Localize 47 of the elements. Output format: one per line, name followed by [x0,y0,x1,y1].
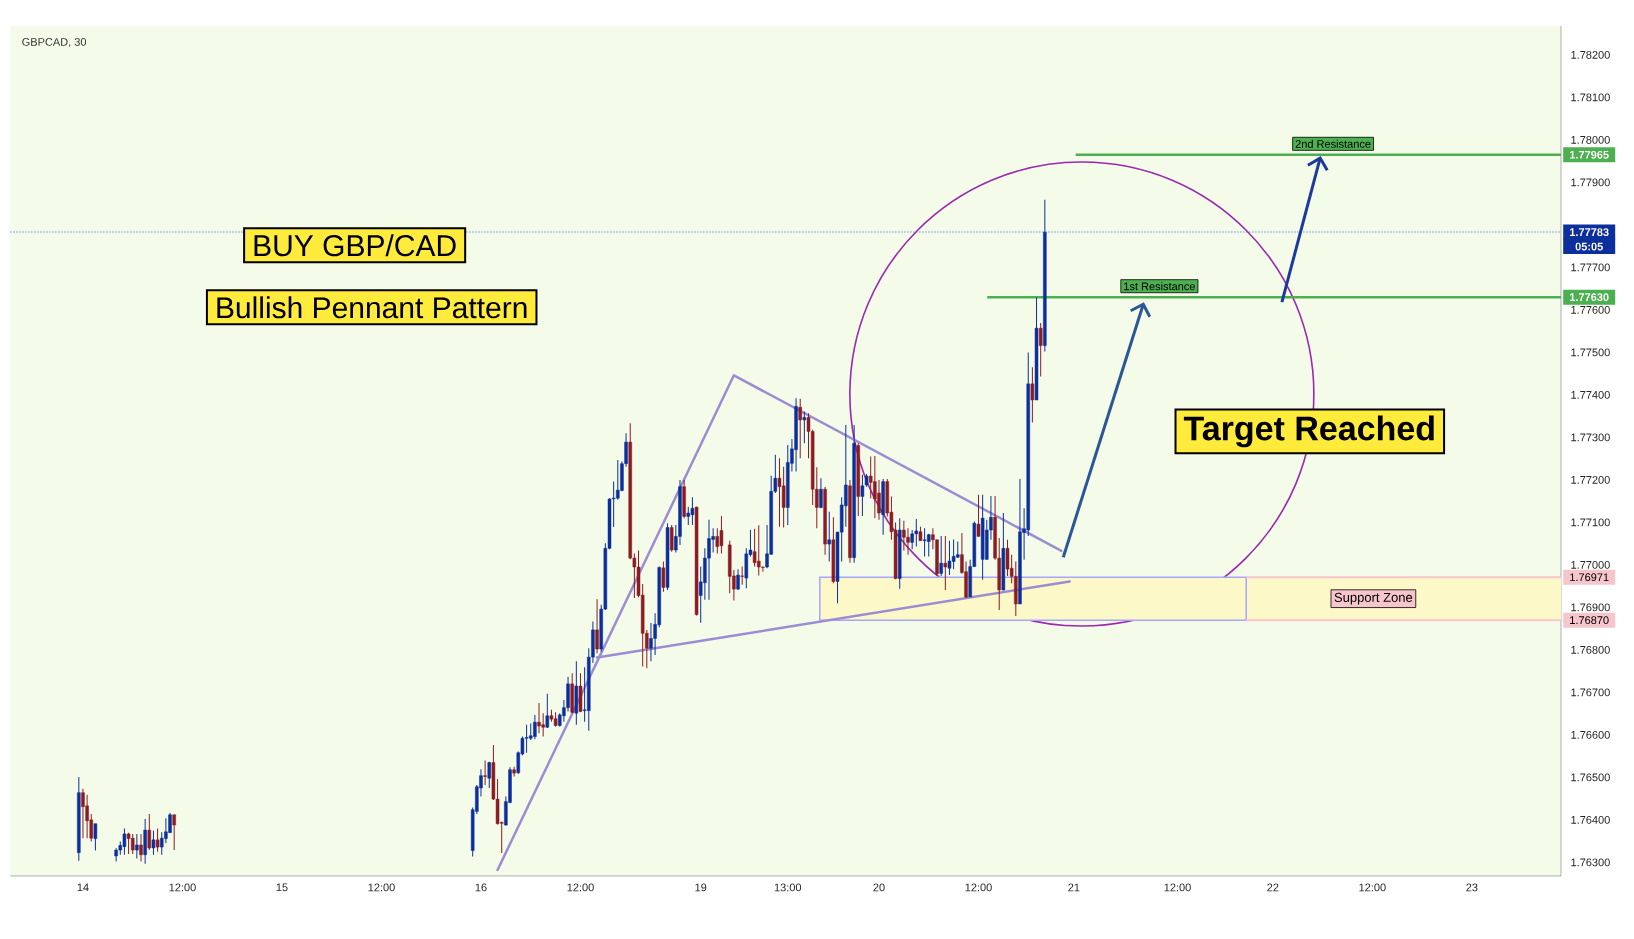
annotation: Target Reached [1183,415,1434,448]
y-tick-label: 1.77400 [1571,391,1610,399]
text: 1.77965 [1570,150,1609,159]
y-tick-label: 1.77300 [1571,433,1610,442]
x-tick-label: 21 [1068,883,1080,892]
y-tick-label: 1.76500 [1571,773,1610,782]
y-tick-label: 1.77000 [1571,561,1610,569]
text: 1.76971 [1570,573,1609,582]
y-tick-label: 1.78100 [1571,93,1610,102]
ref-line-label: 2nd Resistance [1295,139,1371,148]
text: 1.77783 [1570,228,1609,237]
text: GBPCAD, 30 [22,38,87,48]
text: 1.76870 [1570,616,1609,625]
ref-line-label: 1st Resistance [1124,282,1195,291]
y-tick-label: 1.77200 [1571,476,1610,484]
y-tick-label: 1.76600 [1571,731,1610,739]
x-tick-label: 13:00 [774,883,802,892]
annotation: Bullish Pennant Pattern [217,296,527,319]
text: 05:05 [1575,242,1603,251]
x-tick-label: 12:00 [368,883,395,892]
x-tick-label: 12:00 [169,883,196,892]
annotation: BUY GBP/CAD [254,234,456,257]
x-tick-label: 23 [1466,883,1478,892]
y-tick-label: 1.76400 [1571,816,1610,824]
text: 1.77630 [1570,293,1609,302]
y-tick-label: 1.76900 [1571,603,1610,612]
y-tick-label: 1.78200 [1571,51,1610,59]
x-tick-label: 19 [695,883,707,892]
x-tick-label: 12:00 [965,883,992,892]
x-tick-label: 12:00 [1359,883,1386,892]
x-tick-label: 12:00 [567,883,594,892]
y-tick-label: 1.76700 [1571,688,1610,697]
y-tick-label: 1.76800 [1571,646,1610,654]
x-tick-label: 15 [276,883,288,892]
y-tick-label: 1.77700 [1571,263,1610,272]
x-tick-label: 16 [475,883,487,892]
y-tick-label: 1.78000 [1571,136,1610,144]
x-tick-label: 12:00 [1164,883,1191,892]
y-tick-label: 1.76300 [1571,858,1610,867]
x-tick-label: 14 [77,883,89,892]
y-tick-label: 1.77100 [1571,518,1610,527]
x-tick-label: 20 [873,883,885,892]
y-tick-label: 1.77500 [1571,348,1610,357]
y-tick-label: 1.77900 [1571,178,1610,187]
y-tick-label: 1.77600 [1571,306,1610,314]
band-label: Support Zone [1334,592,1413,605]
x-tick-label: 22 [1267,883,1279,892]
